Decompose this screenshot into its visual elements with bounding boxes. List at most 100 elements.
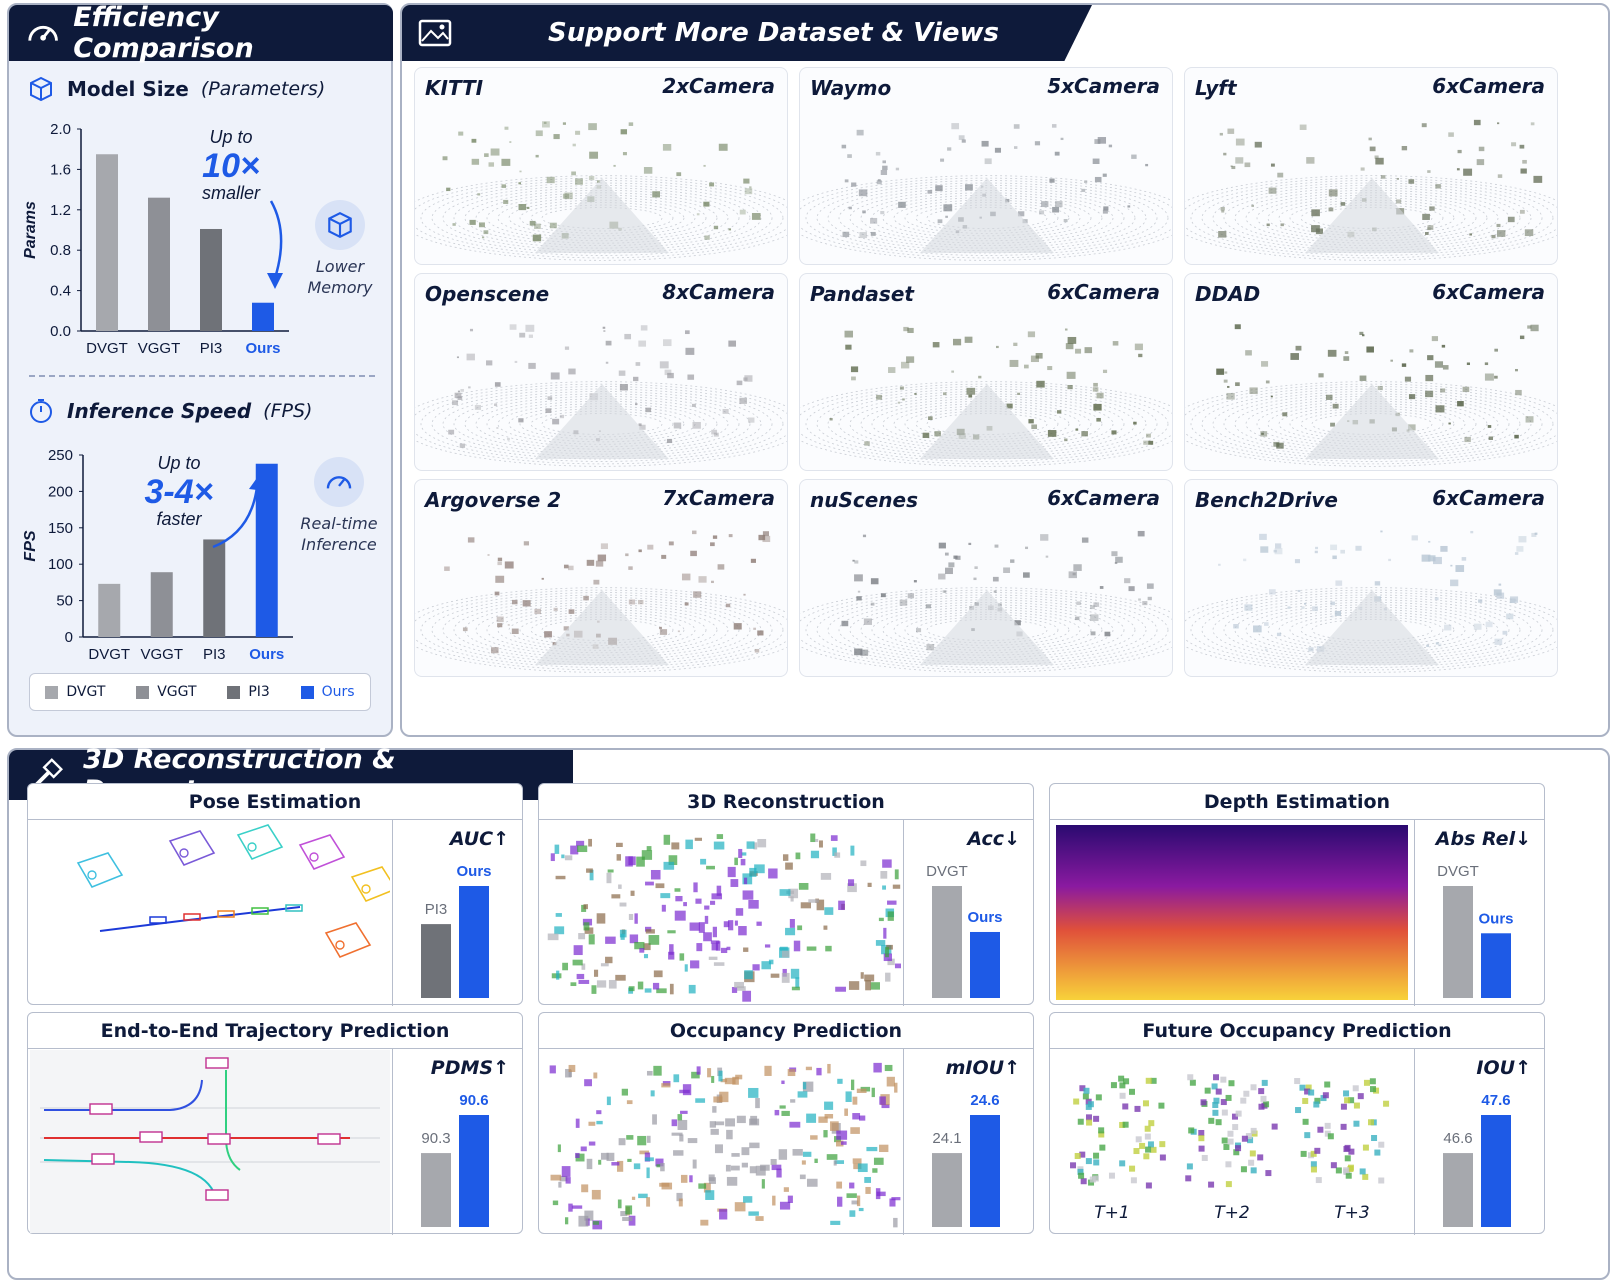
task-visualization: T+1 T+2 T+3 bbox=[1052, 1050, 1412, 1233]
x-tick-label: VGGT bbox=[138, 340, 181, 357]
future-step-labels: T+1 T+2 T+3 bbox=[1052, 1203, 1412, 1223]
lower-memory-line1: Lower bbox=[315, 257, 365, 276]
ours-label: 24.6 bbox=[970, 1092, 999, 1109]
bar-vggt bbox=[148, 197, 170, 331]
inference-speed-chart: FPS 0 50 100 150 200 250 DVGT VGGT PI3 Ours Up to3-… bbox=[22, 447, 293, 663]
camera-count: 8xCamera bbox=[662, 280, 775, 304]
image-icon bbox=[418, 19, 452, 47]
baseline-label: 24.1 bbox=[932, 1130, 961, 1147]
baseline-label: 90.3 bbox=[421, 1130, 450, 1147]
y-tick-label: 0.4 bbox=[50, 283, 71, 300]
x-tick-label: DVGT bbox=[86, 340, 128, 357]
dataset-name: nuScenes bbox=[810, 488, 919, 512]
dataset-name: KITTI bbox=[425, 76, 484, 100]
camera-count: 6xCamera bbox=[1432, 280, 1545, 304]
cube-badge-icon bbox=[315, 200, 365, 250]
task-visualization bbox=[541, 821, 901, 1004]
x-tick-label: PI3 bbox=[203, 646, 226, 663]
dataset-card-ddad: DDAD 6xCamera bbox=[1184, 273, 1558, 471]
y-tick-label: 50 bbox=[56, 593, 73, 610]
y-tick-label: 0.0 bbox=[50, 323, 71, 340]
efficiency-panel: Efficiency Comparison Model Size (Parame… bbox=[7, 2, 393, 737]
realtime-inference-note: Real-time Inference bbox=[291, 457, 387, 555]
bar-pi3 bbox=[200, 228, 222, 331]
dataset-name: Argoverse 2 bbox=[425, 488, 562, 512]
camera-count: 6xCamera bbox=[1432, 74, 1545, 98]
y-tick-label: 250 bbox=[48, 447, 73, 464]
ours-bar bbox=[459, 1115, 489, 1227]
ours-label: 90.6 bbox=[459, 1092, 488, 1109]
datasets-title: Support More Dataset & Views bbox=[548, 18, 999, 48]
task-divider bbox=[903, 1049, 904, 1235]
efficiency-banner: Efficiency Comparison bbox=[9, 2, 393, 64]
point-cloud-render bbox=[1185, 530, 1557, 673]
dataset-name: Bench2Drive bbox=[1195, 488, 1338, 512]
realtime-line1: Real-time bbox=[300, 514, 378, 533]
annotation-top: Up to bbox=[209, 127, 252, 147]
annotation-arrow bbox=[212, 486, 259, 549]
task-visualization bbox=[30, 821, 390, 1004]
task-visualization bbox=[541, 1050, 901, 1233]
point-cloud-render bbox=[800, 123, 1172, 261]
model-size-paren: (Parameters) bbox=[200, 78, 326, 100]
bar-dvgt bbox=[96, 154, 118, 331]
metric-name: AUC↑ bbox=[449, 828, 509, 850]
task-divider bbox=[1414, 1049, 1415, 1235]
legend-item-pi3: PI3 bbox=[227, 684, 270, 700]
baseline-bar bbox=[421, 924, 451, 998]
gauge-badge-icon bbox=[314, 457, 364, 507]
metric-chart: AUC↑ PI3 Ours bbox=[393, 820, 523, 1006]
annotation-bottom: faster bbox=[156, 509, 202, 529]
annotation-arrow bbox=[269, 200, 283, 279]
datasets-panel: Support More Dataset & Views KITTI 2xCame… bbox=[400, 3, 1610, 737]
y-tick-label: 200 bbox=[48, 483, 73, 500]
camera-count: 6xCamera bbox=[1047, 486, 1160, 510]
y-tick-label: 0.8 bbox=[50, 242, 71, 259]
y-tick-label: 1.2 bbox=[50, 202, 71, 219]
baseline-bar bbox=[1443, 1153, 1473, 1227]
model-size-chart: Params 0.0 0.4 0.8 1.2 1.6 2.0 DVGT VGGT PI3 Ours U… bbox=[22, 121, 289, 357]
lower-memory-note: Lower Memory bbox=[299, 200, 381, 298]
point-cloud-render bbox=[1185, 324, 1557, 467]
bar-vggt bbox=[150, 572, 173, 637]
future-step-label: T+1 bbox=[1094, 1203, 1130, 1223]
task-card-occupancy-prediction: Occupancy Prediction mIOU↑ 24.1 24.6 bbox=[538, 1012, 1034, 1235]
lower-memory-line2: Memory bbox=[307, 278, 373, 297]
metric-name: Acc↓ bbox=[967, 828, 1020, 850]
inference-speed-title: Inference Speed bbox=[67, 399, 252, 423]
ours-label: Ours bbox=[456, 863, 491, 880]
y-tick-label: 2.0 bbox=[50, 121, 71, 138]
speedometer-icon bbox=[28, 25, 58, 41]
x-tick-label: DVGT bbox=[88, 646, 130, 663]
bar-dvgt bbox=[98, 583, 121, 637]
y-axis-label: Params bbox=[22, 201, 39, 259]
x-tick-label: PI3 bbox=[200, 340, 223, 357]
dataset-name: Lyft bbox=[1195, 76, 1237, 100]
metric-chart: IOU↑ 46.6 47.6 bbox=[1415, 1049, 1545, 1235]
datasets-banner: Support More Dataset & Views bbox=[402, 5, 1092, 61]
point-cloud-render bbox=[1185, 119, 1557, 261]
annotation-arrowhead bbox=[267, 273, 283, 289]
dataset-card-nuscenes: nuScenes 6xCamera bbox=[799, 479, 1173, 677]
ours-bar bbox=[1481, 1115, 1511, 1227]
metric-name: IOU↑ bbox=[1476, 1057, 1531, 1079]
point-cloud-render bbox=[415, 324, 787, 467]
baseline-label: PI3 bbox=[425, 901, 448, 918]
metric-chart: mIOU↑ 24.1 24.6 bbox=[904, 1049, 1034, 1235]
model-size-heading: Model Size (Parameters) bbox=[27, 75, 325, 103]
task-divider bbox=[1414, 820, 1415, 1006]
dataset-name: DDAD bbox=[1195, 282, 1261, 306]
future-step-label: T+2 bbox=[1214, 1203, 1250, 1223]
baseline-label: DVGT bbox=[1437, 863, 1479, 880]
metric-chart: PDMS↑ 90.3 90.6 bbox=[393, 1049, 523, 1235]
realtime-line2: Inference bbox=[301, 535, 377, 554]
baseline-bar bbox=[932, 886, 962, 998]
annotation-bottom: smaller bbox=[202, 183, 261, 203]
ours-bar bbox=[459, 886, 489, 998]
task-divider bbox=[392, 820, 393, 1006]
baseline-label: DVGT bbox=[926, 863, 968, 880]
task-visualization bbox=[1052, 821, 1412, 1004]
task-card-3d-reconstruction: 3D Reconstruction Acc↓ DVGT Ours bbox=[538, 783, 1034, 1006]
cube-icon bbox=[30, 76, 52, 102]
dataset-card-pandaset: Pandaset 6xCamera bbox=[799, 273, 1173, 471]
